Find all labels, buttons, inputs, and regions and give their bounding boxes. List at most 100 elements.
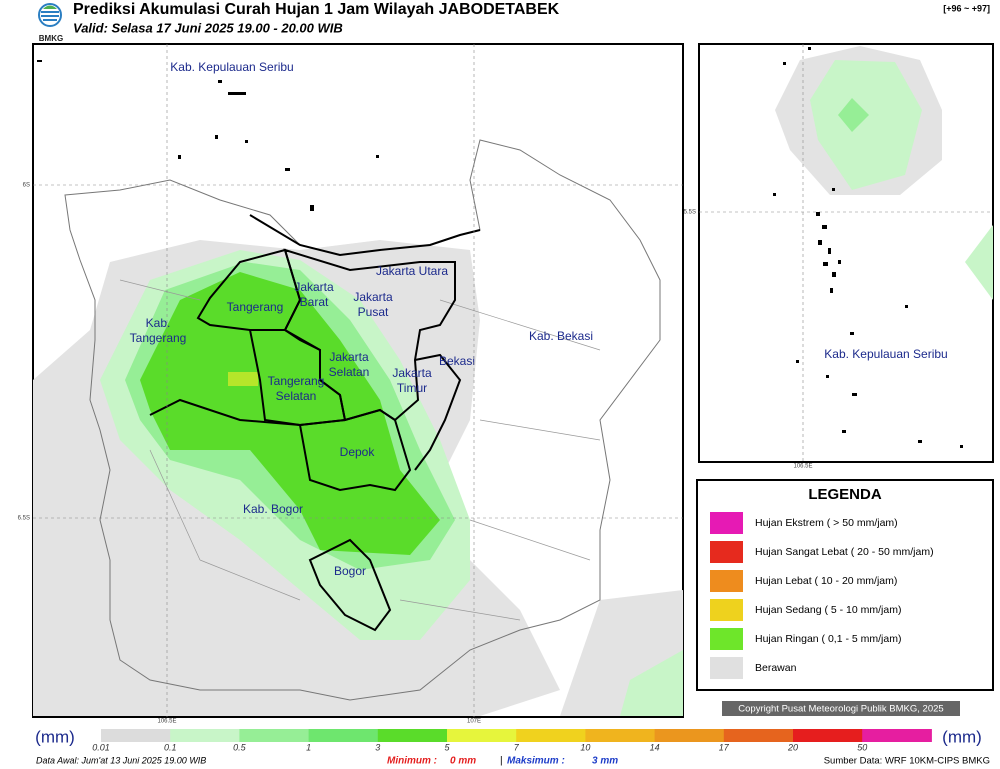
colorbar-segment — [447, 729, 517, 742]
region-label: Kab. — [146, 316, 171, 330]
lat-label: 6S — [23, 183, 30, 189]
legend-label: Berawan — [755, 662, 797, 674]
copyright-box — [722, 701, 960, 716]
logo-text: BMKG — [39, 34, 63, 43]
legend-swatch — [710, 657, 743, 679]
colorbar-segment — [654, 729, 725, 742]
range: [+96 ~ +97] — [943, 3, 990, 13]
lon-label: 106.5E — [157, 719, 176, 725]
legend-swatch — [710, 628, 743, 650]
legend-label: Hujan Lebat ( 10 - 20 mm/jam) — [755, 575, 897, 587]
legend-label: Hujan Sedang ( 5 - 10 mm/jam) — [755, 604, 901, 616]
data-start: Data Awal: Jum'at 13 Juni 2025 19.00 WIB — [36, 755, 206, 765]
colorbar-segment — [862, 729, 932, 742]
colorbar-tick: 14 — [650, 742, 660, 752]
region-label: Tangerang — [268, 374, 325, 388]
region-label: Bekasi — [439, 354, 475, 368]
header: BMKG Prediksi Akumulasi Curah Hujan 1 Ja… — [38, 1, 990, 43]
colorbar-segment — [585, 729, 656, 742]
colorbar-tick: 17 — [719, 742, 730, 752]
legend: LEGENDA Hujan Ekstrem ( > 50 mm/jam) Huja… — [696, 479, 994, 691]
rain-area — [810, 60, 922, 190]
copyright: Copyright Pusat Meteorologi Publik BMKG,… — [738, 704, 943, 715]
legend-title: LEGENDA — [808, 486, 882, 503]
city-boundaries — [149, 248, 462, 632]
region-label: Barat — [300, 295, 329, 309]
colorbar-tick: 3 — [375, 742, 380, 752]
colorbar-segment — [101, 729, 171, 742]
region-label: Kab. Kepulauan Seribu — [170, 60, 293, 74]
district-lines — [119, 279, 601, 621]
colorbar-tick: 7 — [514, 742, 520, 752]
region-label: Jakarta — [329, 350, 369, 364]
rain-area — [228, 372, 258, 386]
colorbar-segment — [793, 729, 863, 742]
region-label: Tangerang — [130, 331, 187, 345]
islands — [773, 47, 963, 448]
legend-swatch — [710, 570, 743, 592]
unit: (mm) — [35, 727, 75, 746]
min-value: 0 mm — [450, 756, 476, 767]
region-label: Selatan — [329, 365, 370, 379]
region-label: Kab. Kepulauan Seribu — [824, 347, 947, 361]
colorbar: (mm) (mm) 0.01 0.1 0.5 1 3 5 7 10 14 17 20 50 — [35, 727, 982, 752]
legend-swatch — [710, 541, 743, 563]
footer: Data Awal: Jum'at 13 Juni 2025 19.00 WIB… — [36, 755, 990, 766]
region-label: Depok — [340, 445, 376, 459]
colorbar-segment — [170, 729, 240, 742]
region-label: Pusat — [358, 305, 389, 319]
logo-top — [43, 5, 57, 9]
separator: | — [500, 756, 503, 767]
colorbar-tick: 5 — [444, 742, 450, 752]
unit: (mm) — [942, 727, 982, 746]
lat-label: 5.5S — [684, 210, 696, 216]
max-value: 3 mm — [592, 756, 618, 767]
legend-label: Hujan Sangat Lebat ( 20 - 50 mm/jam) — [755, 546, 934, 558]
logo-lines — [41, 11, 59, 21]
rain-area — [965, 225, 993, 300]
colorbar-tick: 10 — [580, 742, 590, 752]
min-label: Minimum : — [387, 756, 437, 767]
lon-label: 106.5E — [793, 464, 812, 470]
colorbar-tick: 0.5 — [233, 742, 247, 752]
colorbar-tick: 20 — [787, 742, 798, 752]
legend-box — [696, 479, 994, 691]
source: Sumber Data: WRF 10KM-CIPS BMKG — [824, 756, 990, 767]
rain-area — [620, 650, 683, 716]
region-label: Jakarta — [353, 290, 393, 304]
colorbar-tick: 0.1 — [164, 742, 177, 752]
colorbar-tick: 0.01 — [92, 742, 110, 752]
region-label: Kab. Bogor — [243, 502, 303, 516]
region-label: Timur — [397, 381, 427, 395]
main-map: Kab. Kepulauan Seribu Jakarta Utara Jakart… — [18, 43, 684, 725]
region-labels: Kab. Kepulauan Seribu Jakarta Utara Jakart… — [130, 60, 593, 578]
colorbar-segment — [516, 729, 586, 742]
region-label: Jakarta — [294, 280, 334, 294]
region-label: Kab. Bekasi — [529, 329, 593, 343]
inset-map: 5.5S 106.5E Kab. Kepulauan Seribu — [684, 43, 994, 470]
region-label: Selatan — [276, 389, 317, 403]
title: Prediksi Akumulasi Curah Hujan 1 Jam Wil… — [73, 1, 560, 18]
colorbar-segment — [239, 729, 310, 742]
colorbar-tick: 1 — [306, 742, 311, 752]
colorbar-segment — [308, 729, 379, 742]
rain-area — [140, 272, 440, 555]
region-label: Tangerang — [227, 300, 284, 314]
rain-area — [838, 98, 869, 132]
coastline — [249, 214, 481, 257]
legend-swatch — [710, 512, 743, 534]
region-label: Jakarta Utara — [376, 264, 448, 278]
islands — [37, 60, 379, 211]
max-label: Maksimum : — [507, 756, 565, 767]
colorbar-segment — [723, 729, 794, 742]
region-label: Bogor — [334, 564, 366, 578]
legend-label: Hujan Ekstrem ( > 50 mm/jam) — [755, 517, 898, 529]
region-label: Jakarta — [392, 366, 432, 380]
legend-swatch — [710, 599, 743, 621]
valid: Valid: Selasa 17 Juni 2025 19.00 - 20.00… — [73, 20, 343, 35]
legend-label: Hujan Ringan ( 0,1 - 5 mm/jam) — [755, 633, 901, 645]
colorbar-segment — [377, 729, 448, 742]
colorbar-tick: 50 — [857, 742, 867, 752]
lat-label: 6.5S — [18, 516, 30, 522]
